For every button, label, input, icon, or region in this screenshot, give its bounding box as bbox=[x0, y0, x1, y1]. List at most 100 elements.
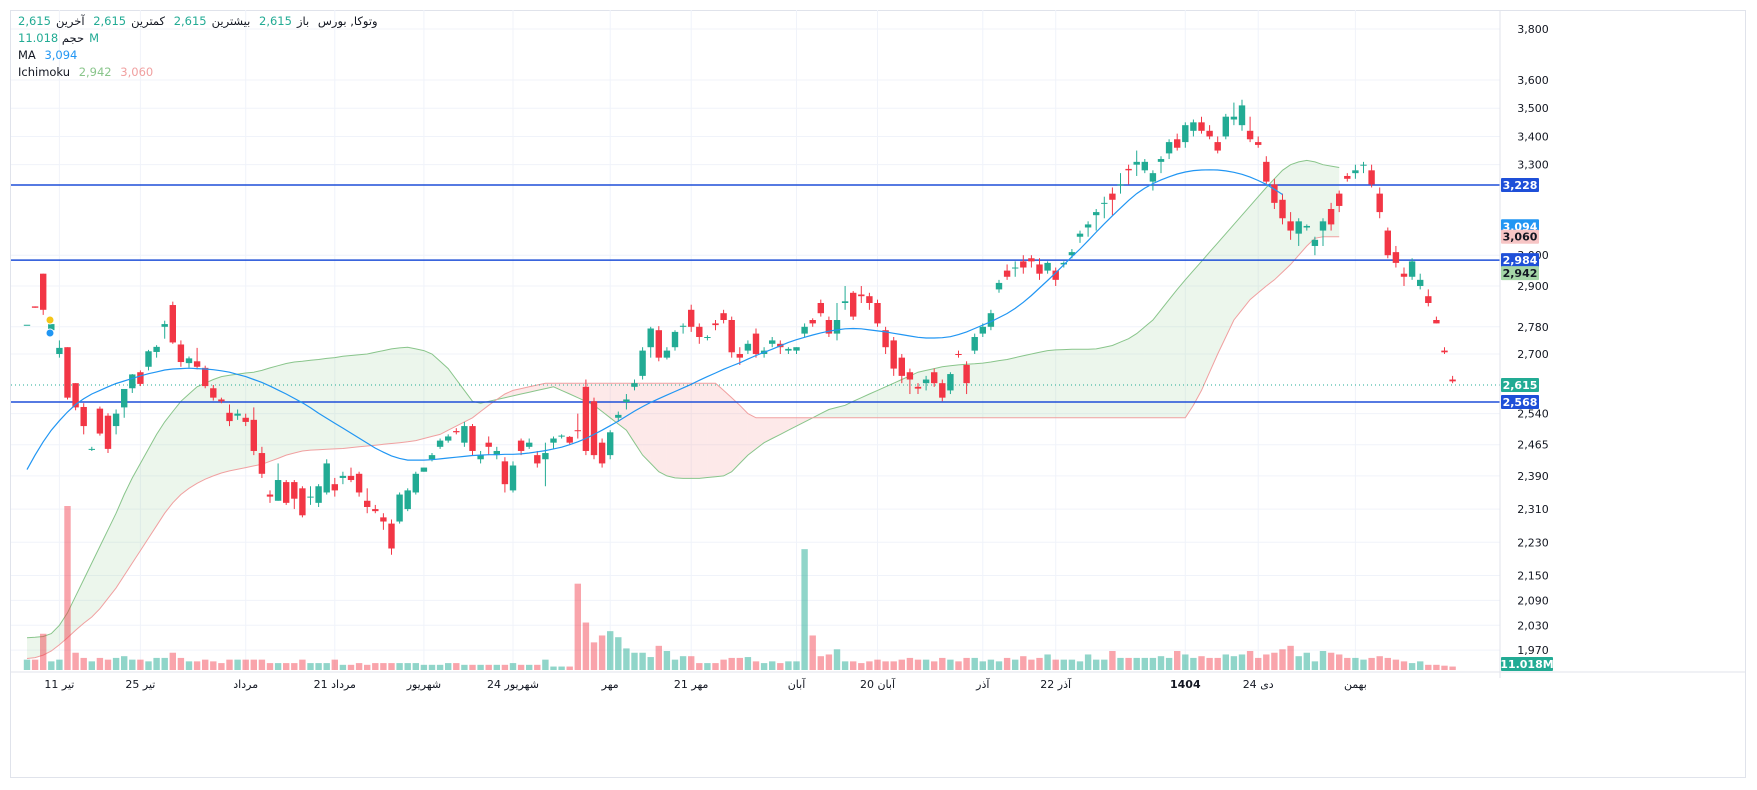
volume-bar bbox=[971, 657, 978, 670]
volume-bar bbox=[1271, 652, 1278, 670]
candle bbox=[355, 471, 363, 497]
cloud-segment bbox=[399, 347, 408, 443]
candle-body bbox=[704, 337, 711, 338]
cloud-segment bbox=[1242, 205, 1251, 310]
cloud-segment bbox=[197, 383, 206, 484]
candle bbox=[623, 394, 630, 410]
candle-body bbox=[1109, 193, 1116, 200]
candle-body bbox=[882, 330, 889, 348]
candle bbox=[566, 436, 573, 445]
candle bbox=[1125, 164, 1132, 185]
cloud-segment bbox=[1039, 350, 1048, 418]
candle bbox=[1384, 227, 1391, 259]
volume-bar bbox=[841, 661, 849, 670]
candle-body bbox=[137, 372, 144, 384]
candle-body bbox=[396, 494, 403, 522]
candle bbox=[137, 370, 144, 387]
volume-bar bbox=[1003, 657, 1011, 670]
candle bbox=[161, 320, 168, 339]
volume-bar bbox=[129, 659, 136, 670]
candle-body bbox=[1311, 239, 1319, 246]
time-tick-label: مرداد bbox=[233, 678, 258, 691]
candle-body bbox=[817, 303, 824, 314]
candle-body bbox=[1044, 262, 1051, 271]
candle-body bbox=[874, 303, 881, 324]
cloud-segment bbox=[27, 637, 36, 659]
volume-bar bbox=[1319, 651, 1327, 670]
volume-bar bbox=[947, 659, 954, 670]
candle bbox=[1036, 258, 1043, 280]
volume-bar bbox=[242, 659, 249, 670]
volume-bar bbox=[647, 657, 654, 670]
candle-body bbox=[590, 401, 598, 456]
volume-bar bbox=[736, 657, 743, 670]
volume-bar bbox=[671, 659, 679, 670]
volume-bar bbox=[1012, 659, 1019, 670]
candle bbox=[517, 438, 525, 456]
price-tick-label: 2,540 bbox=[1517, 408, 1549, 421]
candle bbox=[995, 279, 1003, 293]
volume-label: حجم bbox=[61, 31, 85, 45]
cloud-segment bbox=[1144, 320, 1153, 418]
cloud-segment bbox=[359, 354, 368, 447]
ma-label: MA bbox=[18, 48, 36, 62]
candle bbox=[291, 480, 298, 510]
volume-bar bbox=[1198, 656, 1205, 670]
candle bbox=[1044, 261, 1051, 274]
volume-bar bbox=[850, 661, 857, 670]
ichimoku-label: Ichimoku bbox=[18, 65, 71, 79]
candle-body bbox=[1336, 193, 1343, 206]
time-tick-label: 20 آبان bbox=[860, 677, 896, 691]
candle bbox=[890, 337, 897, 376]
price-tick-label: 2,780 bbox=[1517, 321, 1549, 334]
cloud-segment bbox=[124, 477, 133, 576]
candle-body bbox=[542, 453, 549, 460]
candle-body bbox=[841, 301, 849, 303]
candle-body bbox=[647, 328, 654, 348]
volume-bar bbox=[453, 663, 460, 670]
candle-body bbox=[469, 426, 476, 451]
cloud-segment bbox=[221, 375, 230, 473]
volume-bar bbox=[428, 664, 436, 670]
candle-body bbox=[121, 388, 128, 408]
cloud-segment bbox=[156, 421, 165, 526]
candle-body bbox=[963, 364, 970, 384]
price-marker-label: 2,568 bbox=[1503, 396, 1538, 409]
ma-legend[interactable]: MA 3,094 bbox=[18, 48, 82, 62]
volume-bar bbox=[526, 664, 533, 670]
cloud-segment bbox=[990, 360, 999, 418]
cloud-segment bbox=[423, 350, 432, 439]
volume-bar bbox=[688, 656, 695, 670]
candle bbox=[1319, 218, 1327, 246]
candle-body bbox=[825, 320, 833, 334]
candle-body bbox=[1368, 170, 1375, 185]
ichimoku-legend[interactable]: Ichimoku 2,942 3,060 bbox=[18, 65, 158, 79]
moving-average-line bbox=[26, 169, 1283, 470]
candle-body bbox=[250, 419, 257, 451]
volume-bar bbox=[1076, 661, 1084, 670]
candle-body bbox=[898, 357, 905, 376]
cloud-segment bbox=[634, 383, 643, 456]
volume-legend[interactable]: حجم 11.018M bbox=[18, 31, 104, 45]
candle bbox=[736, 347, 743, 365]
candle bbox=[307, 486, 314, 505]
cloud-segment bbox=[1136, 326, 1145, 418]
volume-bar bbox=[598, 635, 606, 670]
volume-bar bbox=[412, 663, 419, 670]
candle-body bbox=[404, 490, 411, 510]
candle-body bbox=[720, 313, 727, 320]
price-tick-label: 2,465 bbox=[1517, 439, 1549, 452]
open-value: 2,615 bbox=[259, 14, 292, 28]
candle-body bbox=[1214, 142, 1221, 151]
cloud-segment bbox=[1266, 178, 1275, 286]
volume-bar bbox=[355, 663, 363, 670]
candle-body bbox=[971, 337, 978, 351]
candle-body bbox=[922, 379, 930, 384]
time-tick-label: 21 مهر bbox=[674, 678, 709, 691]
volume-bar bbox=[712, 663, 719, 670]
volume-bar bbox=[436, 664, 444, 670]
volume-bar bbox=[1093, 659, 1100, 670]
volume-bar bbox=[963, 657, 970, 670]
cloud-segment bbox=[261, 367, 270, 465]
